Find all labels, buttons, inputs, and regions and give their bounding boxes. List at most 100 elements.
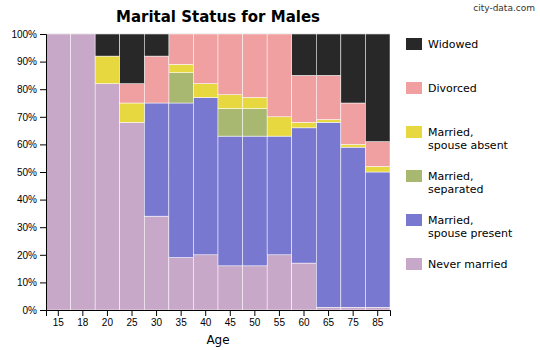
y-tick-label: 90%	[17, 56, 37, 67]
chart: 15182025303540455055606575850%10%20%30%4…	[0, 0, 540, 350]
x-tick-mark	[353, 310, 354, 316]
y-tick-label: 30%	[17, 222, 37, 233]
y-tick-mark	[40, 310, 46, 311]
legend-item: Widowed	[406, 38, 478, 51]
y-tick-mark	[40, 34, 46, 35]
x-tick-label: 55	[274, 317, 286, 328]
x-tick: 75	[348, 310, 360, 328]
x-tick-mark	[254, 310, 255, 316]
bar-segment	[46, 34, 71, 35]
bar-segment	[169, 64, 194, 72]
legend-item: Never married	[406, 258, 507, 271]
bar-segment	[71, 34, 96, 35]
y-tick-mark	[40, 282, 46, 283]
bar-segment	[218, 266, 243, 310]
y-tick-mark	[40, 172, 46, 173]
bar-segment	[316, 307, 341, 310]
y-tick: 40%	[17, 194, 46, 205]
bar-segment	[95, 56, 120, 84]
bar-segment	[169, 34, 194, 64]
bar-series	[144, 97, 390, 307]
y-tick-label: 10%	[17, 277, 37, 288]
y-tick-label: 0%	[23, 305, 38, 316]
legend-item: Divorced	[406, 82, 477, 95]
bar-segment	[169, 103, 194, 258]
y-tick: 90%	[17, 56, 46, 67]
y-tick-mark	[40, 200, 46, 201]
bar-segment	[46, 34, 71, 35]
bar-segment	[243, 34, 268, 35]
bar-segment	[267, 136, 292, 255]
bar-segment	[193, 255, 218, 310]
bar-segment	[218, 136, 243, 266]
legend-label: Never married	[428, 258, 507, 271]
x-tick: 15	[53, 310, 65, 328]
y-tick-label: 100%	[11, 29, 37, 40]
bar-segment	[218, 109, 243, 137]
x-tick-mark	[230, 310, 231, 316]
x-tick: 25	[126, 310, 138, 328]
legend: Widowed Divorced Married,spouse absent Marr…	[406, 38, 513, 271]
bar-segment	[193, 34, 218, 84]
y-tick-mark	[40, 62, 46, 63]
bar-segment	[316, 34, 341, 75]
x-tick: 30	[151, 310, 163, 328]
bar-segment	[267, 34, 292, 35]
x-tick: 85	[372, 310, 384, 328]
y-tick: 30%	[17, 222, 46, 233]
bar-segment	[218, 34, 243, 95]
legend-swatch	[406, 82, 422, 94]
legend-item: Married,spouse present	[406, 214, 513, 240]
bar-segment	[71, 34, 96, 35]
x-axis: 1518202530354045505560657585	[47, 310, 391, 328]
bar-segment	[292, 75, 317, 122]
bar-segment	[169, 34, 194, 35]
bar-segment	[120, 84, 145, 103]
bar-segment	[243, 109, 268, 137]
bars	[46, 34, 390, 310]
x-tick-label: 15	[53, 317, 65, 328]
legend-item: Married,separated	[406, 170, 484, 196]
bar-segment	[292, 122, 317, 128]
x-axis-line	[47, 311, 391, 317]
y-axis: 0%10%20%30%40%50%60%70%80%90%100%	[11, 29, 46, 316]
bar-segment	[46, 34, 71, 310]
bar-segment	[316, 75, 341, 119]
bar-series	[46, 34, 390, 310]
bar-segment	[341, 307, 366, 310]
bar-series	[120, 34, 390, 166]
bar-segment	[218, 95, 243, 109]
x-tick-label: 60	[298, 317, 310, 328]
bar-segment	[120, 122, 145, 310]
bar-segment	[243, 136, 268, 266]
legend-swatch	[406, 126, 422, 138]
annotation: city-data.com	[473, 3, 535, 13]
x-tick-label: 40	[200, 317, 212, 328]
bar-segment	[341, 34, 366, 103]
y-tick: 80%	[17, 84, 46, 95]
y-tick-label: 40%	[17, 194, 37, 205]
bar-segment	[243, 97, 268, 108]
x-tick-label: 20	[102, 317, 114, 328]
x-tick-mark	[58, 310, 59, 316]
x-tick: 35	[176, 310, 188, 328]
x-tick-label: 65	[323, 317, 335, 328]
bar-segment	[341, 144, 366, 147]
bar-segment	[365, 142, 390, 167]
y-tick: 70%	[17, 112, 46, 123]
bar-segment	[144, 216, 169, 310]
legend-label: Divorced	[428, 82, 477, 95]
x-tick: 65	[323, 310, 335, 328]
legend-item: Married,spouse absent	[406, 126, 509, 152]
bar-segment	[267, 117, 292, 136]
bar-segment	[341, 147, 366, 307]
y-tick-label: 80%	[17, 84, 37, 95]
legend-swatch	[406, 214, 422, 226]
bar-segment	[243, 266, 268, 310]
x-tick-label: 45	[225, 317, 237, 328]
bar-segment	[193, 34, 218, 35]
bar-segment	[71, 34, 96, 35]
bar-segment	[267, 255, 292, 310]
legend-label: Married,spouse present	[428, 214, 513, 240]
x-tick-mark	[156, 310, 157, 316]
